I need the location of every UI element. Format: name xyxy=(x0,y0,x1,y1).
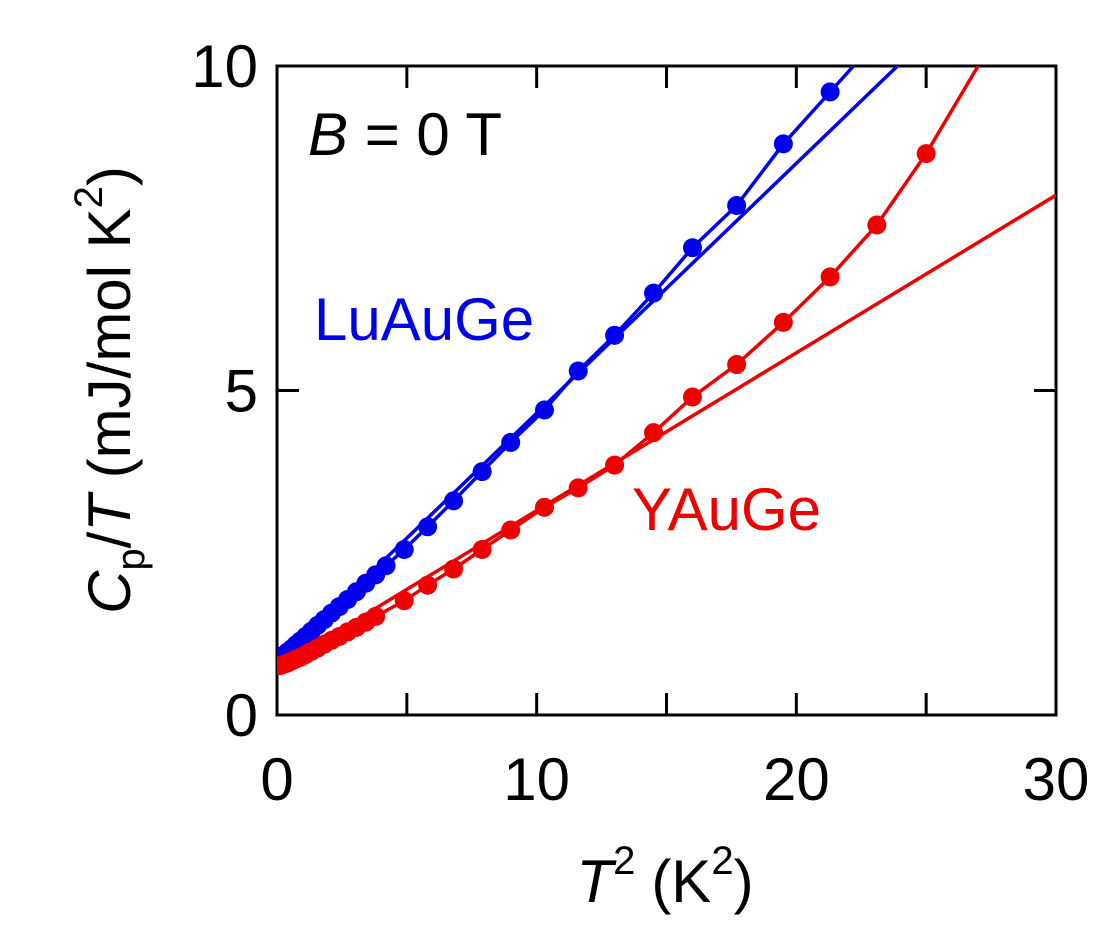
x-axis-label-close: ) xyxy=(734,848,754,915)
data-point-luauge xyxy=(394,540,414,560)
data-point-luauge xyxy=(534,400,554,420)
data-point-luauge xyxy=(727,196,747,216)
data-point-yauge xyxy=(682,387,702,407)
y-axis-label-slash: / xyxy=(76,531,143,548)
field-annotation-value: = 0 T xyxy=(348,101,502,168)
data-point-luauge xyxy=(376,556,396,576)
data-point-luauge xyxy=(472,462,492,482)
tick-labels: 0 10 20 30 0 5 10 xyxy=(191,33,1089,813)
data-point-yauge xyxy=(644,423,664,443)
field-annotation: B = 0 T xyxy=(308,101,502,168)
x-tick-label: 20 xyxy=(763,746,830,813)
data-point-yauge xyxy=(444,559,464,579)
y-tick-label: 5 xyxy=(225,358,258,425)
data-point-yauge xyxy=(916,144,936,164)
data-point-yauge xyxy=(727,355,747,375)
data-point-luauge xyxy=(605,325,625,345)
x-axis-label-unit: (K xyxy=(651,848,711,915)
y-axis-label-t: T xyxy=(76,491,143,532)
fit-line-luauge xyxy=(277,66,901,665)
y-tick-label: 0 xyxy=(225,682,258,749)
y-axis-label-close: ) xyxy=(76,166,143,186)
data-point-yauge xyxy=(418,575,438,595)
data-point-yauge xyxy=(534,497,554,517)
series-label-yauge: YAuGe xyxy=(632,476,821,543)
x-tick-label: 0 xyxy=(260,746,293,813)
y-axis-label: Cp/T (mJ/mol K2) xyxy=(67,166,153,614)
x-axis-label-symbol: T xyxy=(576,848,617,915)
data-point-yauge xyxy=(501,520,521,540)
series-yauge xyxy=(277,66,1056,676)
data-point-yauge xyxy=(820,267,840,287)
y-axis-label-unit-sup: 2 xyxy=(67,186,111,208)
data-point-luauge xyxy=(501,432,521,452)
fit-line-yauge xyxy=(277,193,1056,670)
data-point-luauge xyxy=(418,517,438,537)
y-axis-label-unit: (mJ/mol K xyxy=(76,208,143,495)
y-axis-label-sub: p xyxy=(109,548,153,570)
data-point-luauge xyxy=(444,491,464,511)
series-layer xyxy=(277,66,1056,676)
data-point-yauge xyxy=(568,478,588,498)
series-label-luaugeo: LuAuGe xyxy=(314,286,534,353)
data-point-yauge xyxy=(605,455,625,475)
y-tick-label: 10 xyxy=(191,33,258,100)
data-point-yauge xyxy=(472,540,492,560)
data-point-luauge xyxy=(644,283,664,303)
data-point-yauge xyxy=(773,312,793,332)
x-axis-label-unit-sup: 2 xyxy=(711,839,733,883)
data-point-yauge xyxy=(366,606,386,626)
data-point-yauge xyxy=(867,215,887,235)
data-point-luauge xyxy=(682,238,702,258)
y-axis-label-symbol: C xyxy=(76,570,143,614)
x-axis-label-sup: 2 xyxy=(613,839,635,883)
data-point-luauge xyxy=(820,82,840,102)
x-tick-label: 10 xyxy=(503,746,570,813)
data-point-yauge xyxy=(394,591,414,611)
data-point-luauge xyxy=(568,361,588,381)
x-axis-label: T2 (K2) xyxy=(576,839,753,915)
data-point-luauge xyxy=(773,134,793,154)
field-annotation-symbol: B xyxy=(308,101,348,168)
tick-marks xyxy=(277,66,1056,715)
x-tick-label: 30 xyxy=(1023,746,1090,813)
